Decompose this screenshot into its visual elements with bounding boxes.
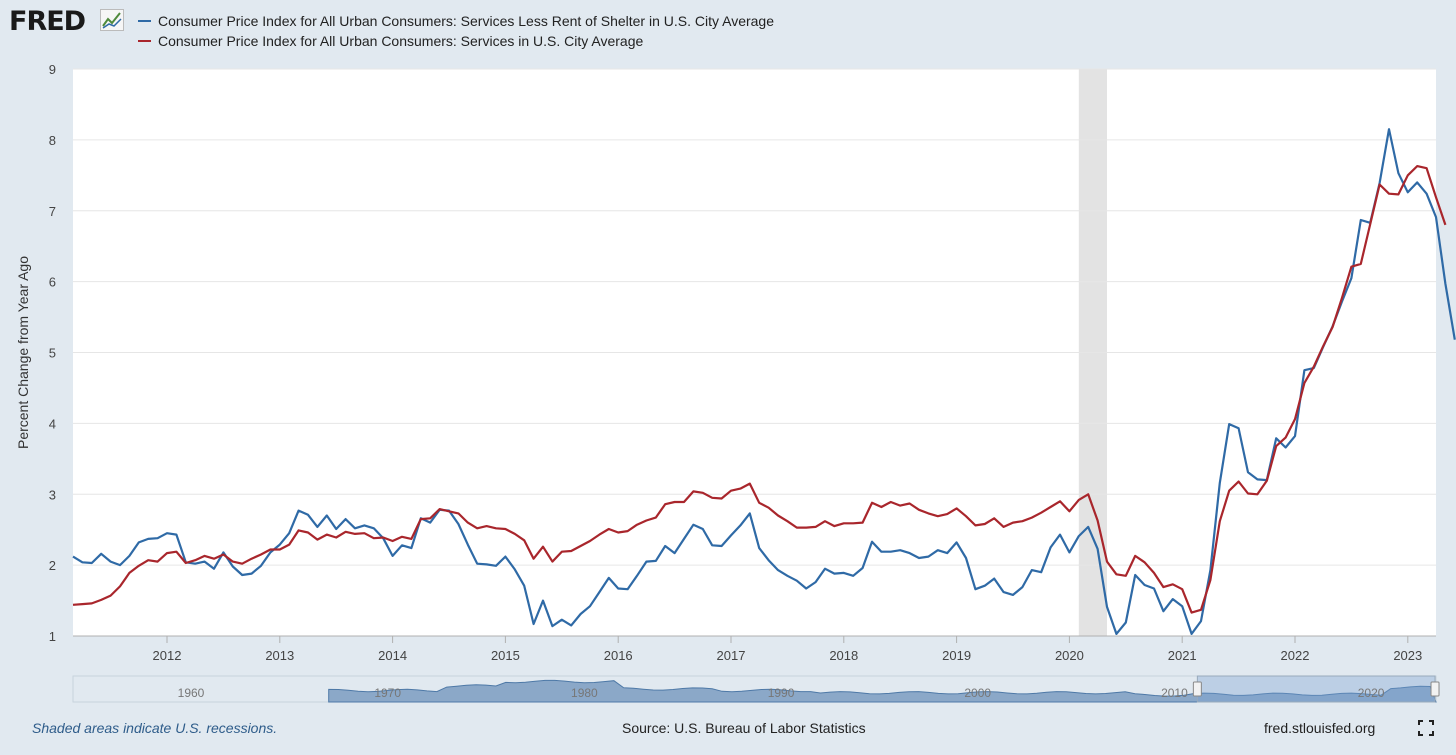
x-tick-label: 2015 (491, 648, 520, 663)
legend-label: Consumer Price Index for All Urban Consu… (158, 13, 775, 29)
fred-logo[interactable]: FRED (9, 6, 86, 37)
navigator-handle-right[interactable] (1430, 681, 1440, 697)
x-tick-label: 2020 (1055, 648, 1084, 663)
site-link[interactable]: fred.stlouisfed.org (1264, 720, 1376, 736)
navigator-tick-label: 2010 (1161, 686, 1188, 700)
navigator-selection (1196, 675, 1436, 703)
navigator-series-area (328, 679, 1437, 703)
legend-item-services-less-shelter[interactable]: Consumer Price Index for All Urban Consu… (138, 13, 774, 29)
x-tick-label: 2018 (829, 648, 858, 663)
x-tick-label: 2021 (1168, 648, 1197, 663)
y-tick-label: 1 (49, 629, 56, 644)
x-tick-label: 2014 (378, 648, 407, 663)
y-tick-label: 2 (49, 558, 56, 573)
expand-icon[interactable] (1418, 720, 1434, 736)
legend-item-services[interactable]: Consumer Price Index for All Urban Consu… (138, 33, 643, 49)
y-tick-label: 6 (49, 275, 56, 290)
y-tick-label: 9 (49, 62, 56, 77)
x-tick-label: 2016 (604, 648, 633, 663)
legend-swatch (138, 20, 151, 22)
series-line-services-less-shelter (72, 128, 1456, 636)
navigator-tick-label: 1970 (374, 686, 401, 700)
recession-note: Shaded areas indicate U.S. recessions. (32, 720, 278, 736)
navigator-tick-label: 1960 (178, 686, 205, 700)
navigator-tick-label: 1990 (768, 686, 795, 700)
x-tick-label: 2022 (1281, 648, 1310, 663)
y-tick-label: 4 (49, 416, 56, 431)
fred-chart-logo-icon (100, 9, 124, 31)
x-tick-label: 2017 (717, 648, 746, 663)
y-tick-label: 8 (49, 133, 56, 148)
series-line-services (72, 165, 1447, 614)
y-axis-label: Percent Change from Year Ago (15, 256, 31, 449)
x-tick-label: 2023 (1393, 648, 1422, 663)
y-tick-label: 5 (49, 346, 56, 361)
y-tick-label: 7 (49, 204, 56, 219)
navigator-tick-label: 2020 (1358, 686, 1385, 700)
x-tick-label: 2019 (942, 648, 971, 663)
legend-swatch (138, 40, 151, 42)
y-tick-label: 3 (49, 487, 56, 502)
navigator-handle-left[interactable] (1192, 681, 1202, 697)
legend-label: Consumer Price Index for All Urban Consu… (158, 33, 644, 49)
navigator-tick-label: 2000 (964, 686, 991, 700)
x-tick-label: 2012 (153, 648, 182, 663)
source-text: Source: U.S. Bureau of Labor Statistics (622, 720, 866, 736)
navigator-tick-label: 1980 (571, 686, 598, 700)
x-tick-label: 2013 (265, 648, 294, 663)
